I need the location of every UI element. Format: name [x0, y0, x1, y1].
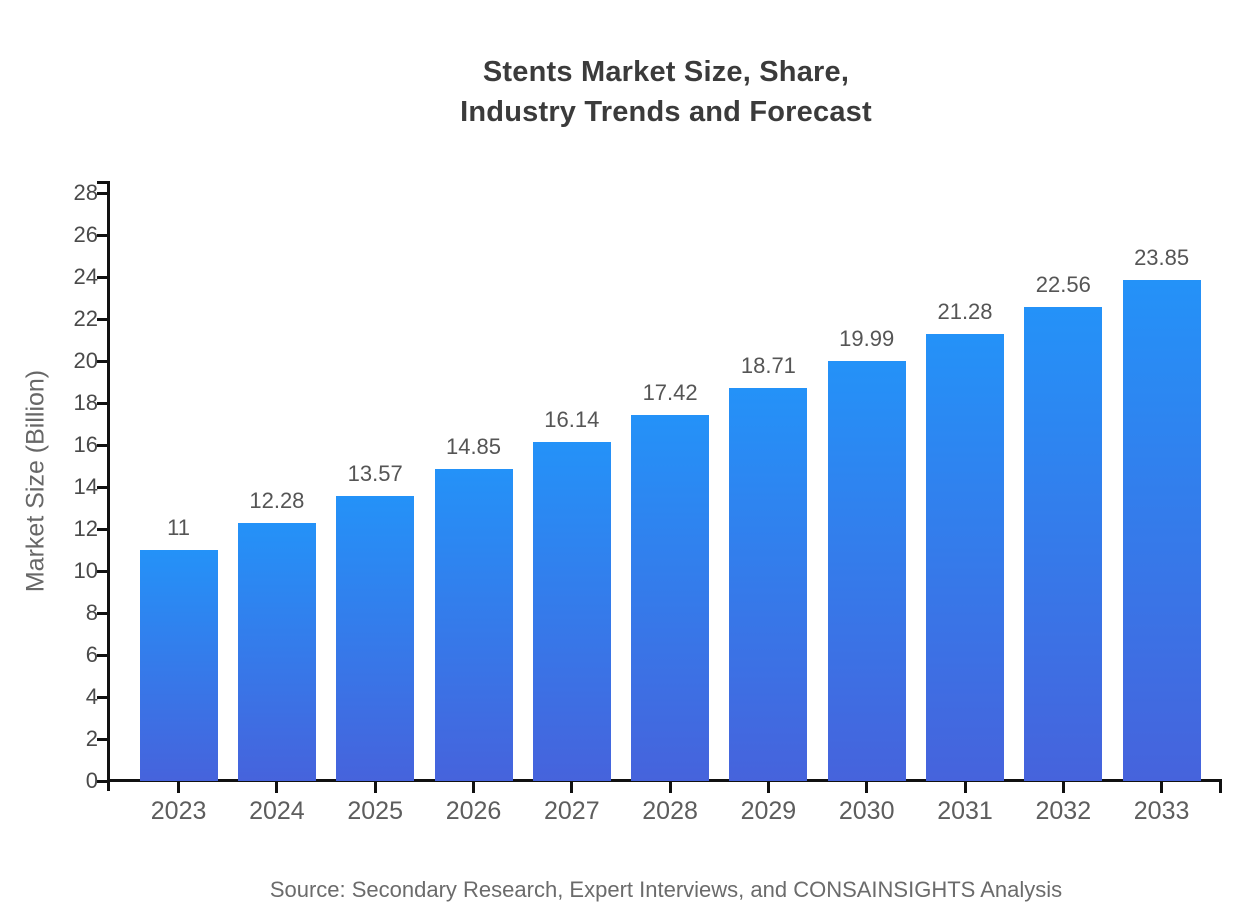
bar — [729, 388, 808, 781]
x-tick — [963, 782, 967, 793]
x-tick — [570, 782, 574, 793]
y-tick — [97, 611, 110, 615]
y-tick-label: 22 — [73, 306, 98, 331]
x-tick-label: 2029 — [740, 797, 797, 825]
x-axis-end-tick — [1219, 782, 1222, 793]
x-tick-label: 2027 — [543, 797, 600, 825]
bar — [336, 496, 415, 781]
y-tick-label: 26 — [73, 222, 98, 247]
bar — [631, 415, 710, 781]
bar — [532, 442, 611, 781]
x-tick — [275, 782, 279, 793]
y-tick — [97, 737, 110, 741]
source-note: Source: Secondary Research, Expert Inter… — [269, 877, 1063, 902]
y-tick-label: 8 — [85, 600, 98, 625]
x-tick-label: 2030 — [838, 797, 895, 825]
y-tick — [97, 191, 110, 195]
bar-value-label: 19.99 — [839, 326, 895, 352]
y-tick — [97, 401, 110, 405]
bar-value-label: 12.28 — [249, 488, 305, 514]
y-tick — [97, 653, 110, 657]
bar — [237, 523, 316, 781]
bar-value-label: 13.57 — [347, 461, 403, 487]
bar — [827, 361, 906, 781]
y-axis-end-tick — [97, 181, 110, 184]
y-tick — [97, 443, 110, 447]
bar — [139, 550, 218, 781]
x-tick — [766, 782, 770, 793]
x-tick — [373, 782, 377, 793]
y-tick-label: 16 — [73, 432, 98, 457]
y-tick — [97, 527, 110, 531]
bar — [1024, 307, 1103, 781]
y-tick — [97, 233, 110, 237]
x-tick-label: 2024 — [249, 797, 305, 825]
x-tick — [865, 782, 869, 793]
y-tick-label: 18 — [73, 390, 98, 415]
bar-value-label: 11 — [167, 515, 191, 540]
bar-value-label: 18.71 — [740, 353, 796, 379]
bar — [1122, 280, 1201, 781]
bar-value-label: 17.42 — [642, 380, 698, 406]
bar-value-label: 21.28 — [937, 299, 993, 325]
x-tick — [472, 782, 475, 793]
y-tick-label: 20 — [73, 348, 98, 373]
bar — [926, 334, 1004, 781]
bar-value-label: 23.85 — [1134, 245, 1190, 271]
bar-value-label: 22.56 — [1035, 272, 1091, 298]
y-tick-label: 6 — [85, 642, 98, 667]
y-tick — [97, 569, 110, 573]
y-tick-label: 2 — [85, 726, 98, 751]
y-tick — [97, 485, 110, 489]
y-tick-label: 14 — [73, 474, 98, 499]
x-tick-label: 2031 — [937, 797, 993, 825]
y-tick-label: 4 — [85, 684, 98, 709]
x-tick-label: 2026 — [445, 797, 502, 825]
x-tick-label: 2033 — [1133, 797, 1190, 825]
y-tick-label: 24 — [73, 264, 98, 289]
x-tick-label: 2032 — [1035, 797, 1092, 825]
x-tick-label: 2025 — [347, 797, 403, 825]
bar-value-label: 14.85 — [445, 434, 502, 460]
y-tick — [97, 359, 110, 363]
y-tick — [97, 779, 110, 783]
x-tick — [1160, 782, 1164, 793]
y-tick-label: 10 — [73, 558, 98, 583]
x-tick — [668, 782, 672, 793]
y-tick — [97, 275, 110, 279]
y-tick-label: 12 — [73, 516, 98, 541]
chart-title: Stents Market Size, Share, Industry Tren… — [460, 56, 872, 128]
y-tick — [97, 695, 110, 699]
x-tick-label: 2028 — [642, 797, 698, 825]
x-tick-label: 2023 — [150, 797, 207, 825]
y-tick-label: 28 — [73, 180, 98, 205]
y-tick — [97, 317, 110, 321]
bar-value-label: 16.14 — [544, 407, 600, 433]
x-tick — [1061, 782, 1065, 793]
x-tick — [177, 782, 181, 793]
bar — [434, 469, 513, 781]
y-tick-label: 0 — [85, 768, 98, 793]
